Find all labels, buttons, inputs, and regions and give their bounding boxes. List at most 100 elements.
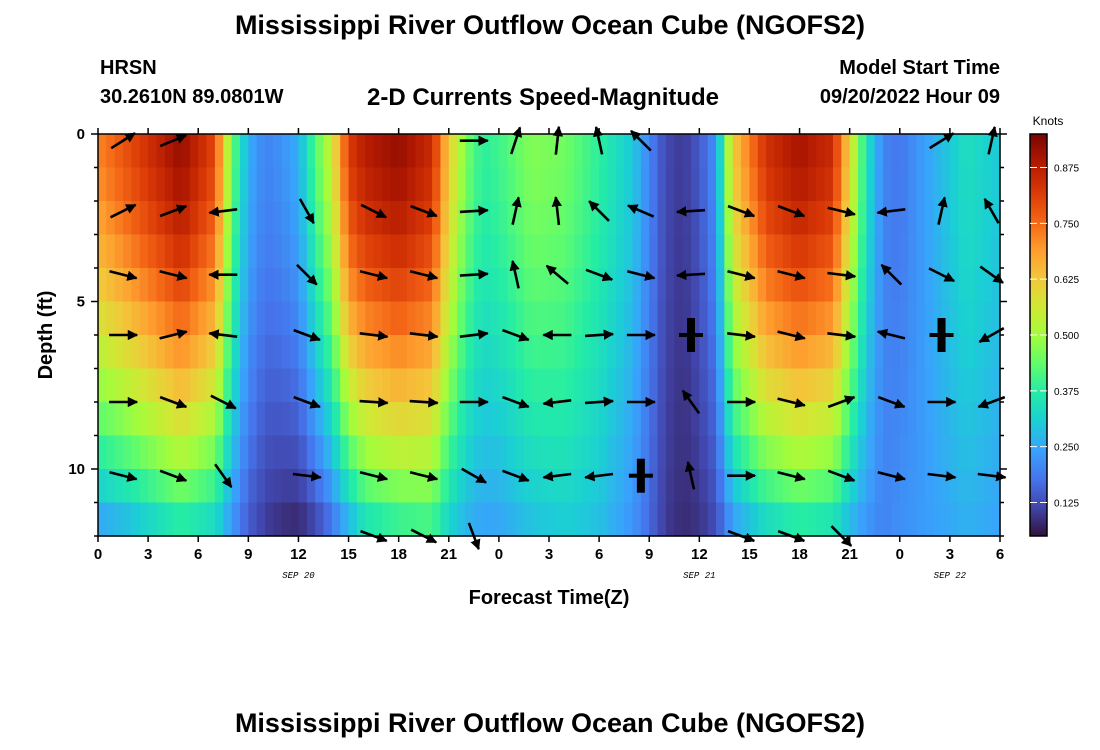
heatmap-cell [106,335,116,370]
heatmap-cell [607,201,617,236]
heatmap-cell [949,167,959,202]
heatmap-cell [348,234,358,269]
heatmap-cell [883,201,893,236]
heatmap-cell [841,234,851,269]
heatmap-cell [874,234,884,269]
heatmap-cell [206,435,216,470]
heatmap-cell [448,469,458,504]
heatmap-cell [540,368,550,403]
heatmap-cell [916,134,926,169]
current-vector [827,330,857,341]
heatmap-cell [523,368,533,403]
heatmap-cell [866,502,876,537]
x-tick-label: 12 [691,546,708,563]
heatmap-cell [164,502,174,537]
heatmap-cell [131,134,141,169]
heatmap-cell [507,167,517,202]
heatmap-cell [198,301,208,336]
heatmap-cell [498,134,508,169]
heatmap-cell [565,234,575,269]
heatmap-cell [649,368,659,403]
heatmap-cell [415,502,425,537]
current-vector [927,471,957,482]
current-vector [461,467,487,484]
heatmap-cell [741,469,751,504]
heatmap-cell [540,402,550,437]
heatmap-cell [891,502,901,537]
heatmap-cell [123,268,133,303]
heatmap-cell [498,234,508,269]
heatmap-cell [331,435,341,470]
heatmap-cell [248,435,258,470]
heatmap-cell [256,469,266,504]
heatmap-cell [991,435,1001,470]
heatmap-cell [574,335,584,370]
heatmap-cell [440,435,450,470]
current-vector [409,330,439,341]
heatmap-cell [273,234,283,269]
heatmap-cell [256,502,266,537]
heatmap-cell [356,268,366,303]
heatmap-cell [265,402,274,437]
heatmap-cell [732,134,742,169]
heatmap-cell [231,335,241,370]
heatmap-cell [574,368,584,403]
current-vector [588,200,610,222]
heatmap-cell [507,301,517,336]
heatmap-cell [181,268,191,303]
heatmap-cell [724,167,734,202]
heatmap-cell [465,167,475,202]
heatmap-cell [448,402,458,437]
heatmap-cell [515,502,525,537]
heatmap-cell [381,335,391,370]
heatmap-cell [189,368,199,403]
heatmap-cell [983,234,993,269]
heatmap-cell [239,402,249,437]
y-tick-label: 0 [77,126,85,143]
heatmap-cell [281,234,291,269]
heatmap-cell [206,167,216,202]
heatmap-cell [841,201,851,236]
heatmap-cell [707,268,717,303]
heatmap-cell [983,402,993,437]
heatmap-cell [908,201,918,236]
heatmap-cell [599,234,609,269]
current-vector [876,206,906,217]
heatmap-cell [223,167,233,202]
heatmap-cell [941,167,951,202]
heatmap-cell [223,301,233,336]
heatmap-cell [624,469,634,504]
heatmap-cell [348,435,358,470]
heatmap-cell [757,402,767,437]
heatmap-cell [198,167,208,202]
heatmap-cell [214,167,224,202]
heatmap-cell [98,234,107,269]
station-coordinates: 30.2610N 89.0801W [100,86,284,108]
heatmap-cell [782,469,792,504]
heatmap-cell [306,502,316,537]
heatmap-cell [465,402,475,437]
heatmap-cell [365,268,375,303]
heatmap-cell [933,134,943,169]
heatmap-cell [974,234,984,269]
heatmap-cell [398,301,408,336]
heatmap-cell [791,335,801,370]
heatmap-cell [766,134,776,169]
heatmap-cell [315,301,325,336]
heatmap-cell [248,268,258,303]
heatmap-cell [540,268,550,303]
heatmap-cell [924,301,934,336]
heatmap-cell [674,335,684,370]
heatmap-cell [373,268,383,303]
heatmap-cell [874,502,884,537]
heatmap-cell [741,234,751,269]
heatmap-cell [958,167,968,202]
heatmap-cell [306,167,316,202]
heatmap-cell [365,469,375,504]
heatmap-cell [966,368,976,403]
heatmap-cell [523,268,533,303]
heatmap-cell [874,335,884,370]
heatmap-cell [682,134,692,169]
heatmap-cell [156,134,166,169]
heatmap-cell [373,167,383,202]
